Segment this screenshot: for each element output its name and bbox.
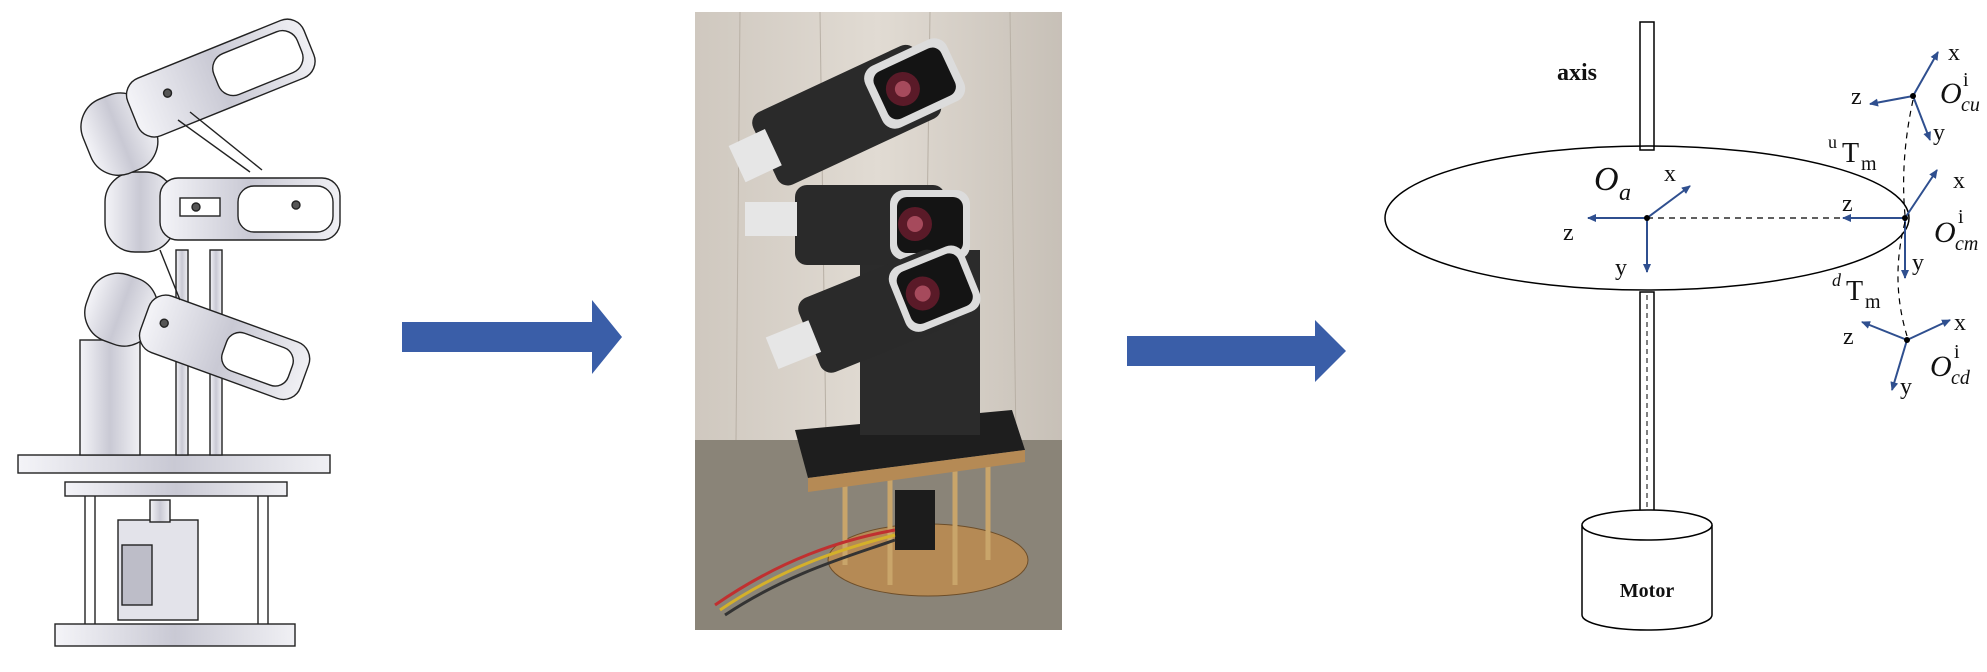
frame-up-superscript: i — [1963, 69, 1969, 91]
frame-down-subscript: cd — [1951, 367, 1971, 389]
frame-mid-superscript: i — [1958, 206, 1964, 228]
transform-down-symbol: T — [1846, 276, 1863, 307]
down-x-label: x — [1954, 310, 1966, 336]
mid-z-label: z — [1842, 191, 1853, 217]
up-y-label: y — [1933, 120, 1945, 146]
axis-shaft-upper — [1640, 22, 1654, 150]
frame-up-symbol: O — [1940, 77, 1962, 110]
frame-mid-symbol: O — [1934, 216, 1956, 249]
kinematic-schematic: axis Motor O a z y x z y x O cm i — [1385, 22, 1980, 630]
transform-down-prefix: d — [1832, 270, 1842, 290]
frame-axis-origin — [1588, 186, 1690, 272]
cad-mid-plate — [65, 482, 287, 496]
down-z-label: z — [1843, 324, 1854, 350]
origin-x-label: x — [1664, 161, 1676, 187]
cad-bottom-plate — [55, 624, 295, 646]
frame-down-symbol: O — [1930, 350, 1952, 383]
up-z-label: z — [1851, 84, 1862, 110]
camera-rig-photo — [695, 12, 1062, 630]
up-x-label: x — [1948, 40, 1960, 66]
down-y-label: y — [1900, 374, 1912, 400]
cad-middle-camera — [105, 172, 340, 252]
mid-x-label: x — [1953, 168, 1965, 194]
flow-arrow-2 — [1127, 320, 1346, 382]
cad-strut — [190, 112, 262, 170]
frame-down-superscript: i — [1954, 341, 1960, 363]
origin-z-label: z — [1563, 220, 1574, 246]
flow-arrow-1 — [402, 300, 622, 374]
cad-upper-camera — [70, 14, 329, 185]
cad-top-plate — [18, 455, 330, 473]
origin-axis-symbol: O — [1594, 161, 1619, 198]
axis-label: axis — [1557, 60, 1597, 86]
cad-motor-shaft — [150, 500, 170, 522]
frame-camera-up — [1870, 52, 1938, 140]
transform-up-subscript: m — [1861, 153, 1877, 175]
transform-down-subscript: m — [1865, 291, 1881, 313]
origin-y-label: y — [1615, 255, 1627, 281]
photo-motor — [895, 490, 935, 550]
mid-y-label: y — [1912, 250, 1924, 276]
transform-up-symbol: T — [1842, 138, 1859, 169]
transform-up-arc — [1904, 100, 1913, 215]
cad-column — [80, 340, 140, 455]
transform-up-prefix: u — [1828, 132, 1837, 152]
frame-mid-subscript: cm — [1955, 233, 1978, 255]
motor-label: Motor — [1620, 580, 1675, 602]
origin-axis-subscript: a — [1619, 180, 1631, 206]
cad-strut — [178, 120, 250, 172]
cad-model-drawing — [18, 14, 340, 646]
frame-up-subscript: cu — [1961, 94, 1980, 116]
cad-motor-bracket — [122, 545, 152, 605]
motor-cylinder — [1582, 510, 1712, 630]
